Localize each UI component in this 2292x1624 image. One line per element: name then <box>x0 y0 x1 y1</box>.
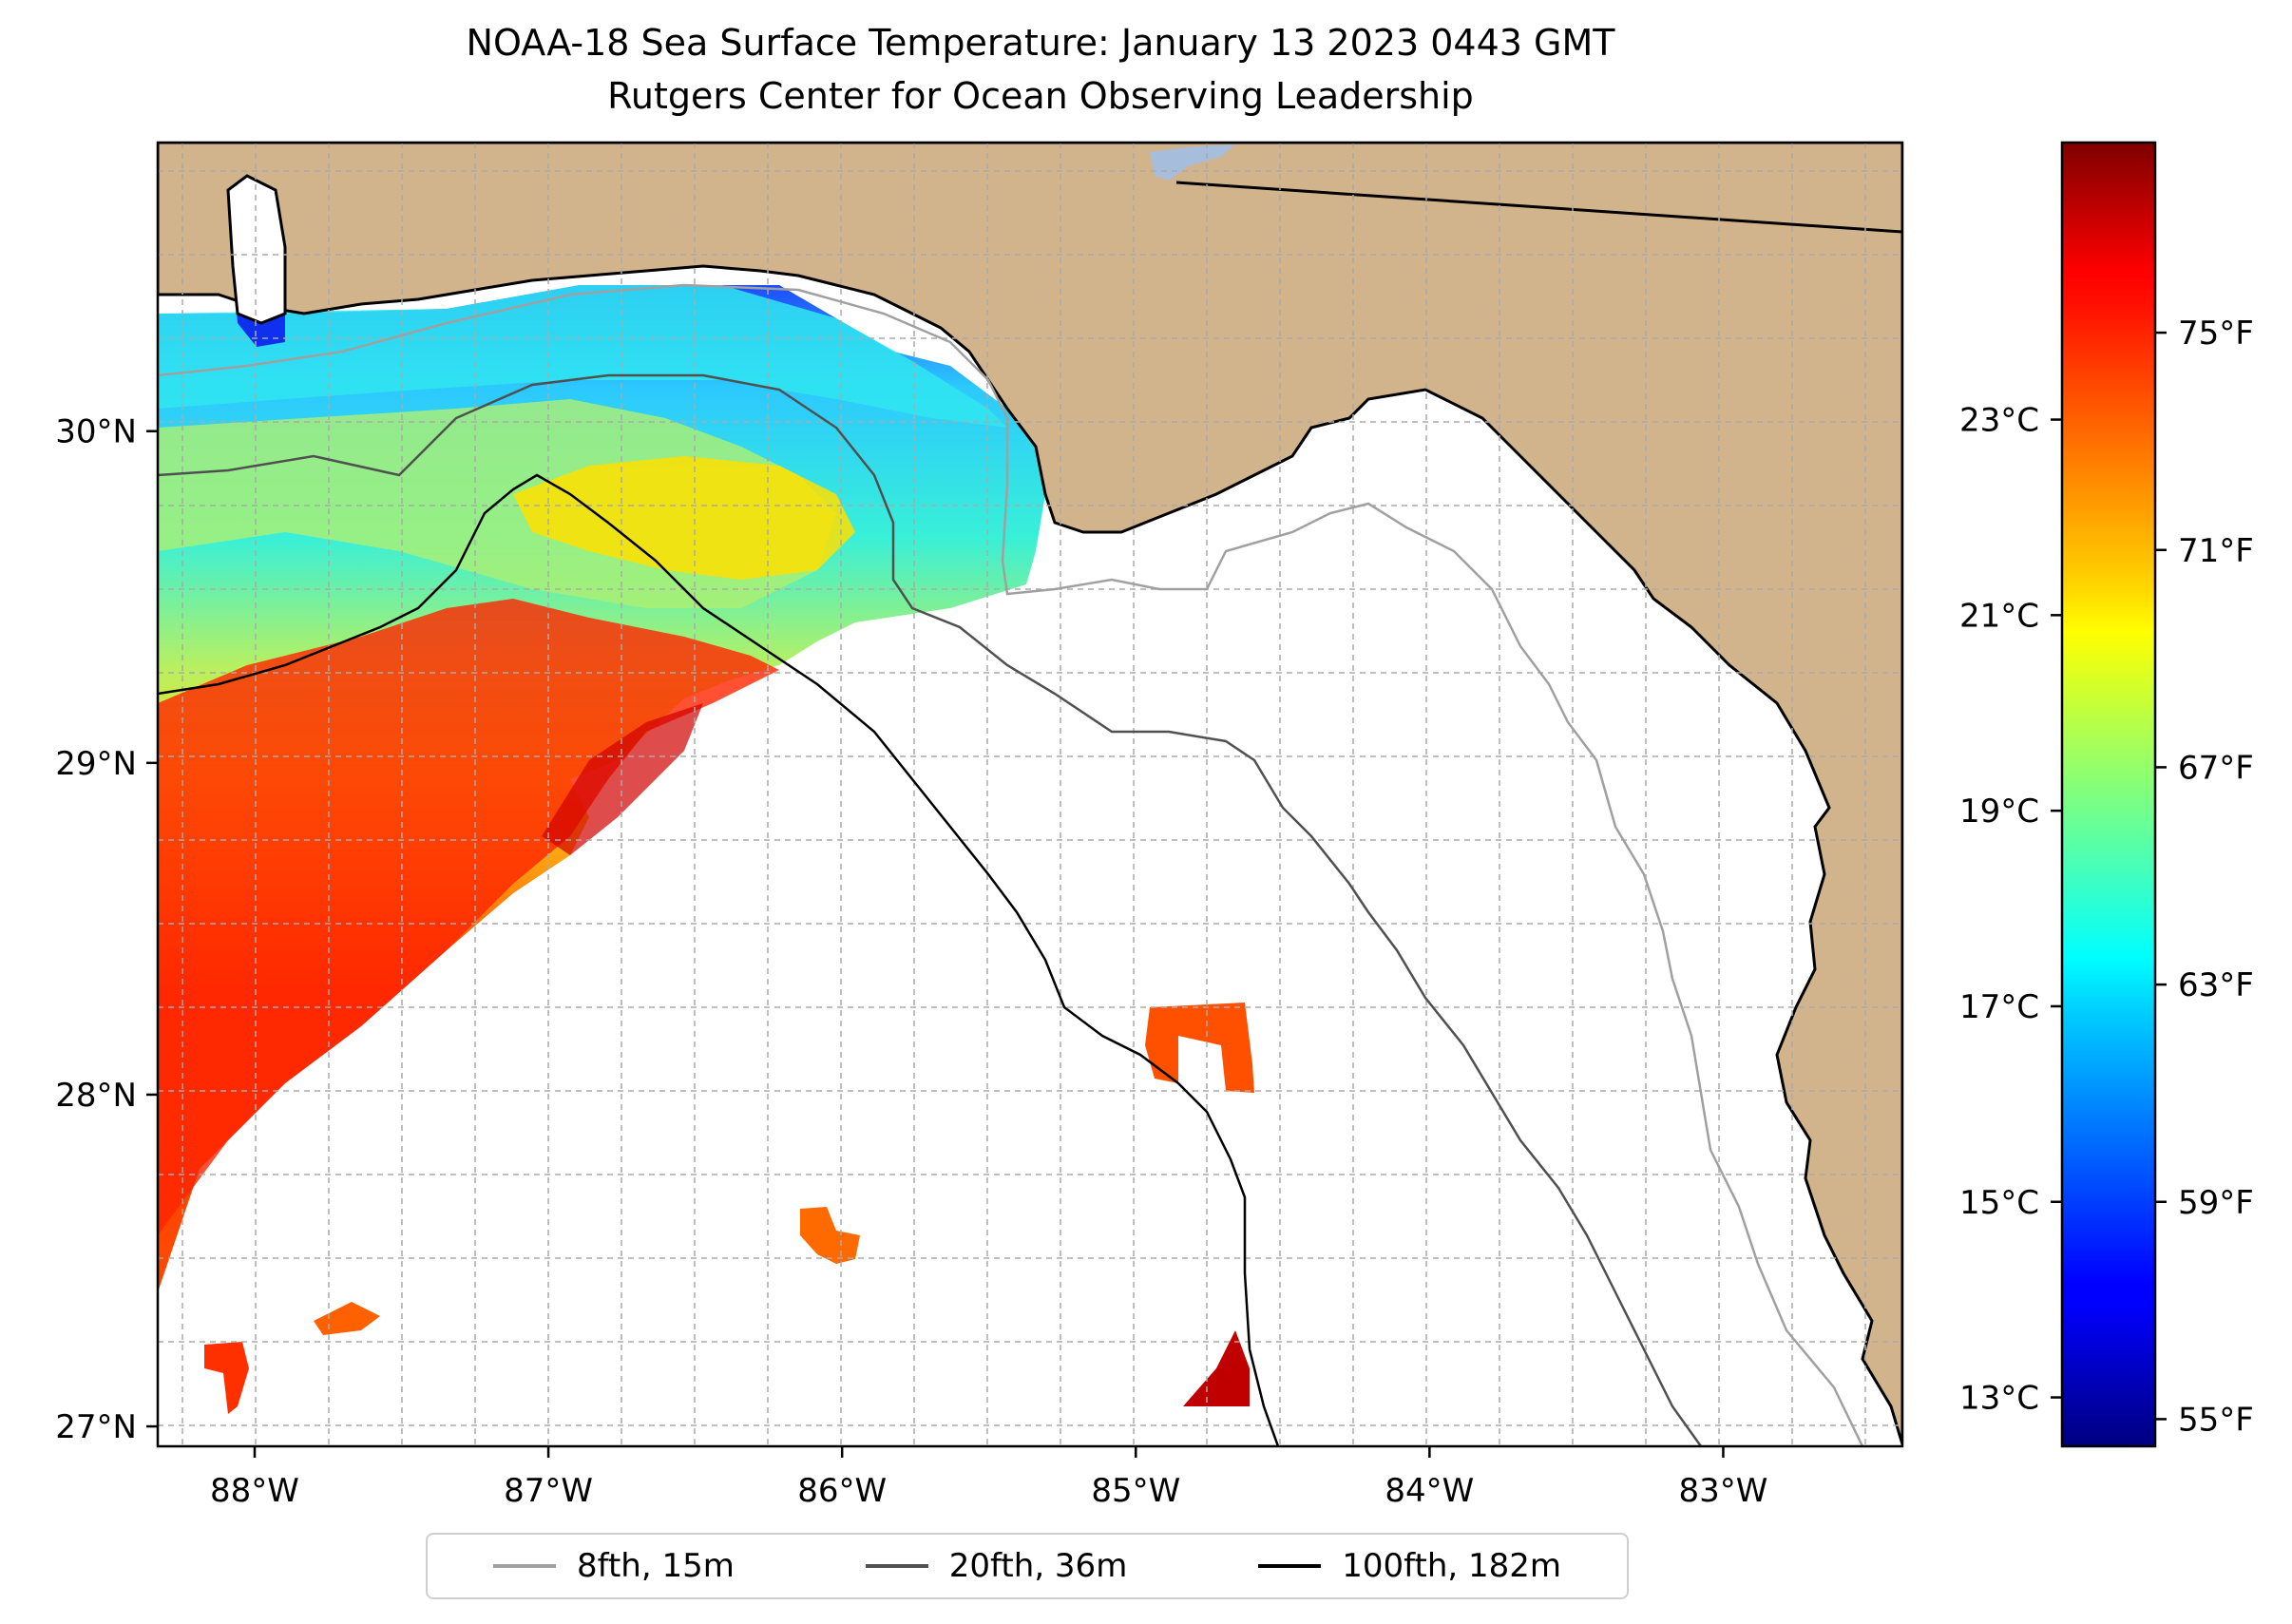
lon-tick-label: 84°W <box>1385 1472 1474 1510</box>
chart-title: NOAA-18 Sea Surface Temperature: January… <box>466 22 1615 64</box>
lat-tick-label: 27°N <box>55 1408 137 1446</box>
c-tick-label: 13°C <box>1959 1380 2039 1418</box>
lon-tick-label: 86°W <box>797 1472 887 1510</box>
sst-patch-small-2 <box>204 1342 249 1414</box>
legend-swatch-100fth <box>1258 1564 1322 1568</box>
c-tick-label: 23°C <box>1959 402 2039 440</box>
f-tick-label: 71°F <box>2178 532 2254 570</box>
f-tick-label: 55°F <box>2178 1401 2254 1439</box>
colorbar-celsius-ticks: 13°C 15°C 17°C 19°C 21°C 23°C <box>1959 402 2062 1418</box>
lon-tick-label: 85°W <box>1091 1472 1180 1510</box>
colorbar-fahrenheit-ticks: 55°F 59°F 63°F 67°F 71°F 75°F <box>2155 315 2254 1439</box>
land-gulf-coast <box>158 143 1902 1445</box>
sst-patch-central <box>1145 1003 1254 1093</box>
lon-tick-labels: 88°W 87°W 86°W 85°W 84°W 83°W <box>210 1446 1767 1510</box>
isobath-8fth <box>158 283 1864 1446</box>
c-tick-label: 15°C <box>1959 1184 2039 1222</box>
legend-swatch-20fth <box>865 1564 928 1568</box>
isobath-100fth <box>158 473 1280 1446</box>
map-frame <box>156 141 1904 1448</box>
c-tick-label: 17°C <box>1959 988 2039 1026</box>
lat-tick-label: 28°N <box>55 1077 137 1115</box>
c-tick-label: 19°C <box>1959 793 2039 831</box>
chart-subtitle: Rutgers Center for Ocean Observing Leade… <box>607 75 1474 117</box>
mobile-bay-water <box>226 174 287 325</box>
legend-item-20fth: 20fth, 36m <box>865 1547 1128 1585</box>
lat-tick-label: 30°N <box>55 413 137 451</box>
legend-item-8fth: 8fth, 15m <box>492 1547 735 1585</box>
colorbar <box>2060 141 2157 1448</box>
sst-patch-southeast <box>1183 1330 1250 1406</box>
legend-label-20fth: 20fth, 36m <box>948 1547 1128 1585</box>
f-tick-label: 67°F <box>2178 749 2254 787</box>
f-tick-label: 59°F <box>2178 1184 2254 1222</box>
f-tick-label: 63°F <box>2178 966 2254 1004</box>
lat-tick-label: 29°N <box>55 745 137 783</box>
legend-label-8fth: 8fth, 15m <box>576 1547 735 1585</box>
lake-inland <box>1150 144 1235 181</box>
isobath-legend: 8fth, 15m 20fth, 36m 100fth, 182m <box>426 1533 1629 1599</box>
sst-patch-south <box>800 1207 860 1264</box>
sst-cool-band <box>158 285 1007 428</box>
isobath-20fth <box>158 373 1703 1446</box>
lon-tick-label: 88°W <box>210 1472 299 1510</box>
legend-label-100fth: 100fth, 182m <box>1342 1547 1562 1585</box>
state-border <box>1175 181 1902 234</box>
legend-swatch-8fth <box>492 1564 556 1568</box>
map-area <box>158 143 1902 1446</box>
sst-eddy-core <box>542 703 703 855</box>
lon-tick-label: 87°W <box>504 1472 593 1510</box>
graticule <box>158 143 1902 1446</box>
lat-tick-labels: 27°N 28°N 29°N 30°N <box>55 413 158 1446</box>
legend-item-100fth: 100fth, 182m <box>1258 1547 1561 1585</box>
sst-yellow-tongue <box>513 456 855 580</box>
lon-tick-label: 83°W <box>1679 1472 1768 1510</box>
sst-patch-small-1 <box>314 1302 380 1335</box>
c-tick-label: 21°C <box>1959 597 2039 635</box>
f-tick-label: 75°F <box>2178 315 2254 353</box>
